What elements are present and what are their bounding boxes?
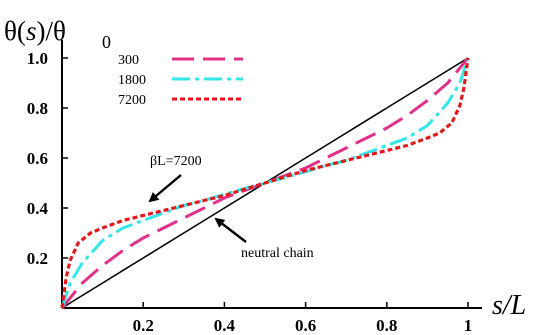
x-tick-label: 0.2 bbox=[133, 316, 154, 335]
y-tick-label: 0.6 bbox=[27, 149, 48, 168]
annotation-arrow-betaL bbox=[148, 174, 182, 203]
y-tick-label: 0.2 bbox=[27, 249, 48, 268]
series-line-7200 bbox=[60, 57, 470, 309]
y-axis-title-subscript: 0 bbox=[102, 32, 111, 52]
x-tick-label: 1 bbox=[464, 316, 473, 335]
annotation-betaL: βL=7200 bbox=[150, 154, 202, 169]
x-axis-title: s/L bbox=[492, 290, 526, 321]
annotation-arrow-neutral-chain bbox=[214, 217, 247, 243]
legend-label: 7200 bbox=[118, 93, 146, 108]
y-axis-title-main: θ(s)/θ bbox=[4, 16, 66, 46]
x-tick-label: 0.4 bbox=[214, 316, 236, 335]
series-line-1800 bbox=[60, 57, 470, 309]
y-tick-label: 1.0 bbox=[27, 49, 48, 68]
annotation-neutral-chain: neutral chain bbox=[241, 246, 314, 261]
y-tick-label: 0.4 bbox=[27, 199, 49, 218]
y-tick-label: 0.8 bbox=[27, 99, 48, 118]
x-tick-label: 0.8 bbox=[376, 316, 397, 335]
series-line-300 bbox=[60, 57, 470, 309]
y-axis-title: θ(s)/θ 0 bbox=[4, 16, 111, 52]
legend-label: 1800 bbox=[118, 73, 146, 88]
legend-label: 300 bbox=[118, 53, 139, 68]
x-tick-label: 0.6 bbox=[295, 316, 316, 335]
